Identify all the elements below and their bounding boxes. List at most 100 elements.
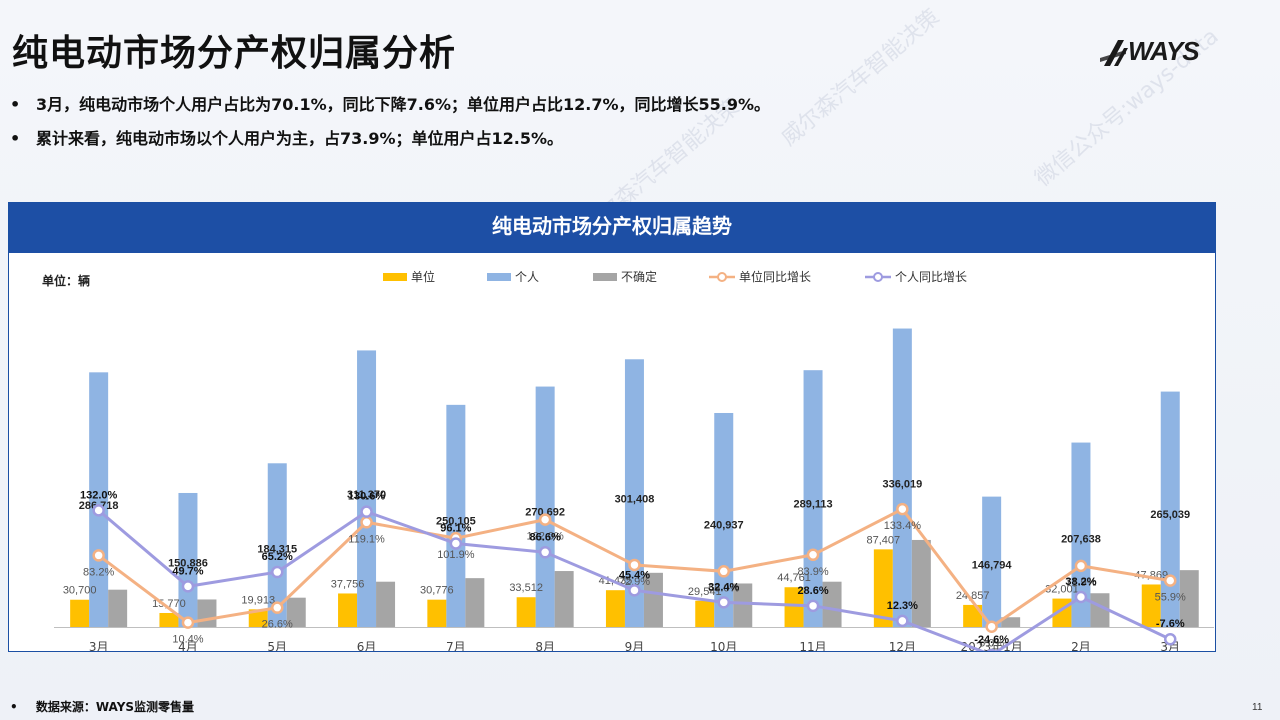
bar-personal <box>624 359 644 627</box>
x-tick-label: 7月 <box>446 640 466 651</box>
legend-label: 单位同比增长 <box>739 269 811 284</box>
personal-yoy-point <box>896 614 909 628</box>
legend-swatch <box>593 273 617 281</box>
watermark: 威尔森汽车智能决策 <box>776 4 945 152</box>
personal-yoy-label: -24.6% <box>974 634 1009 646</box>
bar-uncertain <box>197 599 217 627</box>
unit-yoy-label: 6.0% <box>979 638 1004 650</box>
bar-personal <box>89 372 109 627</box>
unit-value-label: 19,913 <box>241 594 275 606</box>
legend-label: 单位 <box>411 269 435 284</box>
chart-panel: 纯电动市场分产权归属趋势 单位：辆 单位 个人 不确定 单位同比增长 个人同比增长 3月 4月… <box>8 202 1216 652</box>
personal-yoy-point <box>271 565 284 579</box>
personal-yoy-point <box>1164 632 1177 646</box>
personal-value-label: 207,638 <box>1061 533 1101 545</box>
chart-title: 纯电动市场分产权归属趋势 <box>9 203 1215 253</box>
x-tick-label: 4月 <box>178 640 198 651</box>
personal-value-label: 184,315 <box>257 543 297 555</box>
unit-yoy-label: 10.4% <box>172 634 203 646</box>
logo-text: WAYS <box>1128 36 1200 66</box>
personal-yoy-label: 130.6% <box>348 491 386 503</box>
unit-yoy-point <box>1074 559 1088 573</box>
bar-unit <box>695 600 715 627</box>
unit-yoy-point <box>896 502 909 516</box>
unit-yoy-label: 101.9% <box>437 549 475 561</box>
unit-yoy-point <box>717 565 730 578</box>
bar-uncertain <box>733 583 753 627</box>
personal-value-label: 270,692 <box>525 507 565 519</box>
bar-personal <box>982 496 1002 627</box>
bullet-text: 累计来看，纯电动市场以个人用户为主，占73.9%；单位用户占12.5%。 <box>36 129 564 148</box>
bullet-item: • 累计来看，纯电动市场以个人用户为主，占73.9%；单位用户占12.5%。 <box>10 126 770 160</box>
footer: • 数据来源：WAYS监测零售量 <box>10 698 194 715</box>
personal-value-label: 250,105 <box>436 515 476 527</box>
personal-value-label: 150,886 <box>168 558 208 570</box>
bar-personal <box>535 386 555 627</box>
personal-yoy-point <box>449 537 463 550</box>
unit-yoy-label: 55.9% <box>1155 592 1186 604</box>
bar-personal <box>1071 442 1091 627</box>
x-tick-label: 5月 <box>267 640 287 651</box>
bar-unit <box>70 599 90 627</box>
x-tick-label: 10月 <box>710 640 737 651</box>
personal-value-label: 146,794 <box>972 559 1013 571</box>
unit-value-label: 30,700 <box>63 585 97 597</box>
personal-yoy-point <box>360 505 373 518</box>
personal-yoy-label: 96.1% <box>440 523 471 535</box>
bar-uncertain <box>108 589 128 627</box>
bar-unit <box>873 549 893 627</box>
personal-value-label: 240,937 <box>704 519 744 531</box>
bullet-item: • 3月，纯电动市场个人用户占比为70.1%，同比下降7.6%；单位用户占比12… <box>10 92 770 126</box>
x-tick-label: 12月 <box>889 640 916 651</box>
x-tick-label: 9月 <box>625 640 645 651</box>
personal-yoy-point <box>1074 590 1088 604</box>
personal-yoy-label: 45.4% <box>619 569 650 581</box>
personal-value-label: 289,113 <box>793 499 832 511</box>
trend-chart: 单位：辆 单位 个人 不确定 单位同比增长 个人同比增长 3月 4月 5月 6月 7月 8月 9月 10月… <box>42 269 1214 651</box>
page-number: 11 <box>1252 702 1263 713</box>
personal-value-label: 336,019 <box>882 479 922 491</box>
unit-value-label: 29,541 <box>688 586 722 598</box>
x-tick-label: 3月 <box>1160 640 1180 651</box>
unit-yoy-label: 72.9% <box>619 576 650 588</box>
bar-personal <box>178 492 198 627</box>
bar-unit <box>605 590 625 627</box>
unit-yoy-point <box>181 616 195 629</box>
unit-yoy-point <box>806 548 820 562</box>
bar-uncertain <box>1001 617 1021 627</box>
x-tick-label: 11月 <box>799 640 826 651</box>
x-tick-label: 3月 <box>89 640 109 651</box>
unit-yoy-label: 71.9% <box>1065 577 1096 589</box>
unit-value-label: 30,776 <box>420 585 454 597</box>
unit-yoy-point <box>628 558 641 572</box>
personal-value-label: 301,408 <box>615 493 655 505</box>
personal-yoy-label: 28.6% <box>797 585 828 597</box>
personal-yoy-point <box>628 584 641 597</box>
brand-logo: WAYS <box>1100 36 1220 70</box>
unit-yoy-point <box>271 601 284 614</box>
bar-uncertain <box>911 539 931 627</box>
bar-unit <box>159 612 179 627</box>
bar-uncertain <box>643 572 663 627</box>
x-tick-label: 2月 <box>1071 640 1091 651</box>
personal-yoy-label: 65.2% <box>262 551 293 563</box>
legend-swatch <box>383 273 407 281</box>
personal-yoy-point <box>538 546 552 559</box>
personal-yoy-label: 49.7% <box>172 565 203 577</box>
personal-yoy-point <box>717 596 730 609</box>
bar-personal <box>267 463 287 627</box>
personal-yoy-point <box>181 580 195 593</box>
bar-uncertain <box>1090 593 1110 627</box>
bar-personal <box>892 328 912 627</box>
bar-unit <box>516 597 536 627</box>
bar-personal <box>803 370 823 627</box>
unit-yoy-label: 83.2% <box>83 566 114 578</box>
unit-yoy-point <box>92 549 105 562</box>
bar-uncertain <box>1179 570 1199 627</box>
summary-bullets: • 3月，纯电动市场个人用户占比为70.1%，同比下降7.6%；单位用户占比12… <box>10 92 770 160</box>
personal-yoy-label: -7.6% <box>1156 618 1185 630</box>
personal-yoy-label: 86.6% <box>530 531 561 543</box>
personal-value-label: 311,370 <box>347 489 386 501</box>
unit-yoy-label: 83.9% <box>797 566 828 578</box>
personal-yoy-point <box>92 504 105 517</box>
